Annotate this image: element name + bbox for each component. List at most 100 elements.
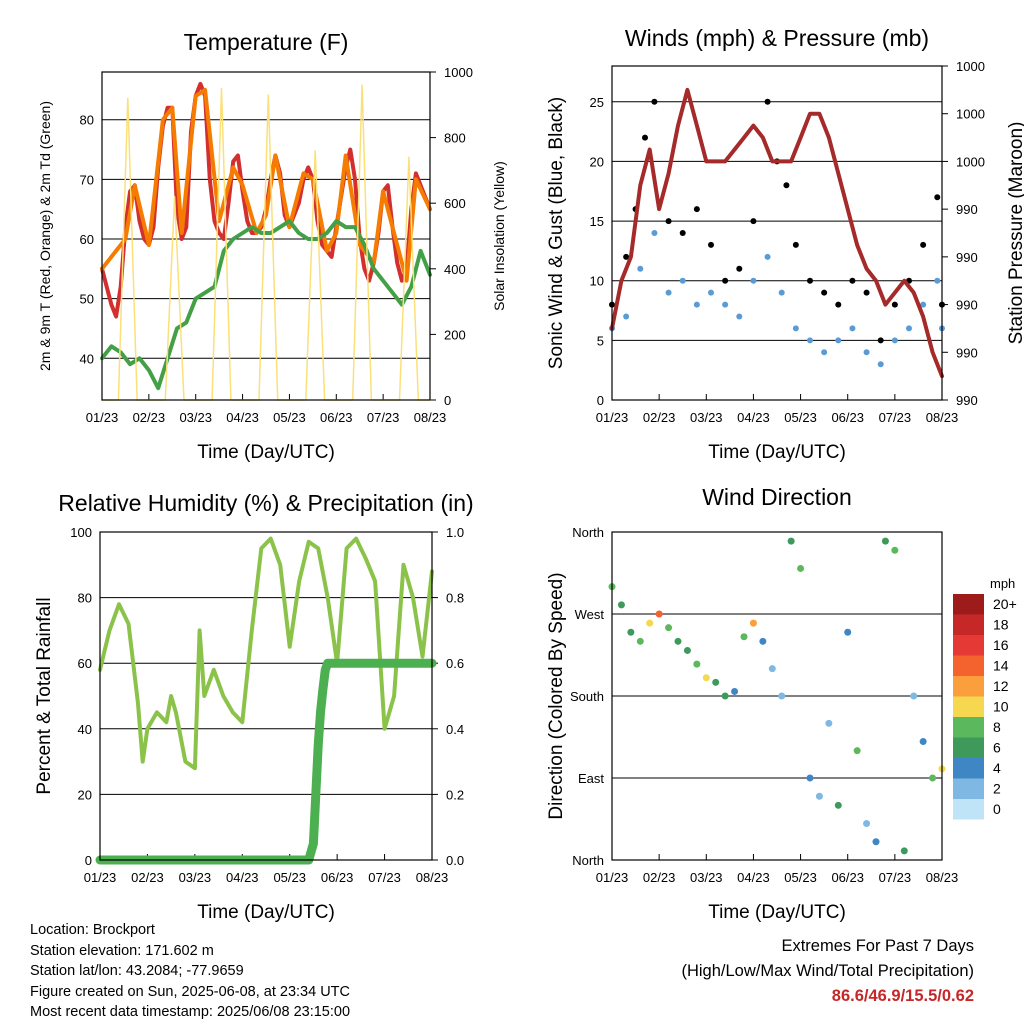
data-point (642, 134, 648, 141)
data-point (920, 241, 927, 248)
colorbar-swatch (953, 614, 984, 635)
x-tick-label: 01/23 (596, 410, 629, 425)
x-tick-label: 05/23 (273, 410, 306, 425)
data-point (683, 646, 691, 654)
panel-4: Wind Direction North East South West North 01/… (546, 484, 1017, 923)
chart-title: Temperature (F) (184, 29, 349, 55)
data-point (792, 325, 799, 332)
data-point (787, 537, 795, 545)
x-tick-label: 02/23 (643, 870, 676, 885)
y-axis-label: 2m & 9m T (Red, Orange) & 2m Td (Green) (37, 101, 53, 371)
y-tick-label: 70 (80, 172, 94, 187)
y-tick-label: 0 (85, 853, 92, 868)
data-point (731, 687, 739, 695)
y2-tick-label: 1000 (956, 107, 985, 122)
y-tick-label: West (575, 607, 605, 622)
colorbar-label: 4 (993, 760, 1001, 776)
data-point (665, 624, 673, 632)
data-point (807, 277, 813, 284)
y-tick-label: 15 (590, 214, 604, 229)
colorbar-swatch (953, 635, 984, 656)
extremes-box: Extremes For Past 7 Days (High/Low/Max W… (681, 934, 974, 1009)
plot-frame (611, 65, 943, 401)
data-point (708, 289, 714, 296)
y2-axis-label: Station Pressure (Maroon) (1006, 122, 1024, 345)
x-tick-label: 05/23 (273, 870, 306, 885)
data-point (919, 738, 927, 746)
data-point (623, 253, 630, 260)
x-tick-label: 03/23 (179, 410, 212, 425)
data-point (821, 289, 828, 296)
colorbar: mph 20+ 18 16 14 12 10 8 6 4 2 0 (953, 576, 1017, 820)
panel-2: Winds (mph) & Pressure (mb) 0 5 10 15 20 25 990… (546, 25, 1024, 463)
x-axis-label: Time (Day/UTC) (708, 902, 846, 923)
y-tick-label: 60 (78, 656, 92, 671)
data-point (736, 313, 743, 320)
panel-3: Relative Humidity (%) & Precipitation (i… (34, 490, 474, 923)
x-tick-label: 06/23 (320, 410, 353, 425)
y2-tick-label: 800 (444, 131, 466, 146)
data-point (783, 182, 790, 189)
colorbar-swatch (953, 676, 984, 697)
x-tick-label: 04/23 (737, 870, 770, 885)
data-point (900, 847, 908, 855)
colorbar-label: 6 (993, 740, 1001, 756)
y-tick-label: 5 (597, 333, 604, 348)
y-tick-label: 0 (597, 393, 604, 408)
data-point (665, 218, 672, 225)
series-line-station-pressure (610, 87, 944, 379)
data-point (627, 628, 635, 636)
timestamp-label: Most recent data timestamp: 2025/06/08 2… (30, 1004, 351, 1020)
data-point (906, 325, 912, 332)
data-point (863, 820, 871, 828)
y-tick-label: 20 (78, 787, 92, 802)
created-label: Figure created on Sun, 2025-06-08, at 23… (30, 983, 350, 1000)
data-point (934, 194, 941, 201)
y-tick-label: North (572, 853, 604, 868)
x-tick-label: 04/23 (226, 870, 259, 885)
x-tick-label: 03/23 (690, 870, 723, 885)
x-tick-label: 08/23 (416, 870, 449, 885)
data-point (797, 564, 805, 572)
data-point (740, 633, 748, 641)
data-point (872, 838, 880, 846)
series-line-2m-td (100, 219, 432, 391)
data-point (806, 774, 814, 782)
data-point (750, 218, 757, 225)
data-point (929, 774, 937, 782)
y2-tick-label: 0.4 (446, 722, 464, 737)
data-point (637, 265, 644, 272)
colorbar-swatch (953, 696, 984, 717)
y2-tick-label: 1.0 (446, 525, 464, 540)
data-point (693, 206, 700, 213)
y-axis-label: Percent & Total Rainfall (34, 597, 55, 794)
chart-title: Relative Humidity (%) & Precipitation (i… (58, 490, 473, 516)
plot-frame (99, 531, 433, 861)
x-tick-label: 06/23 (831, 870, 864, 885)
y2-tick-label: 990 (956, 202, 978, 217)
data-point (651, 98, 658, 105)
data-point (636, 637, 644, 645)
x-tick-label: 07/23 (367, 410, 400, 425)
colorbar-label: 14 (993, 658, 1009, 674)
y-axis-label: Direction (Colored By Speed) (546, 572, 567, 819)
data-point (920, 301, 927, 308)
data-point (778, 692, 786, 700)
y-tick-label: South (570, 689, 604, 704)
data-point (825, 719, 833, 727)
data-point (834, 801, 842, 809)
data-point (863, 349, 870, 356)
extremes-subtitle: (High/Low/Max Wind/Total Precipitation) (681, 962, 974, 980)
colorbar-swatch (953, 594, 984, 615)
location-label: Location: Brockport (30, 922, 155, 938)
data-point (722, 277, 729, 284)
data-point (665, 289, 672, 296)
data-point (853, 747, 861, 755)
colorbar-swatch (953, 737, 984, 758)
latlon-label: Station lat/lon: 43.2084; -77.9659 (30, 963, 244, 979)
series-line-relative-humidity (98, 536, 434, 771)
colorbar-swatch (953, 717, 984, 738)
x-tick-label: 01/23 (596, 870, 629, 885)
data-point (651, 230, 658, 236)
